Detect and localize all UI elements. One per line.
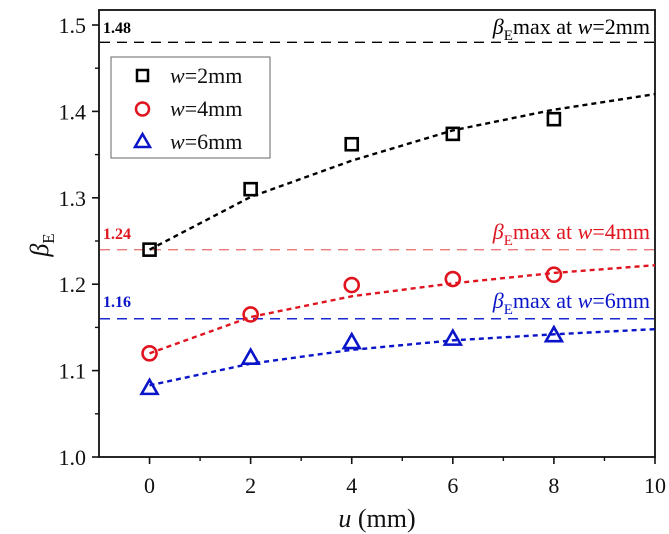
x-tick-label: 6 [447, 473, 458, 498]
y-tick-label: 1.0 [59, 445, 87, 470]
data-point-circle [444, 270, 462, 288]
data-point-triangle [442, 328, 464, 346]
y-tick-label: 1.4 [59, 99, 87, 124]
legend-label-w2: w=2mm [170, 63, 242, 88]
y-tick-label: 1.2 [59, 272, 87, 297]
data-point-square [344, 136, 360, 152]
data-point-triangle [139, 377, 160, 396]
data-point-circle [141, 345, 158, 362]
legend-label-w6: w=6mm [170, 129, 242, 154]
ref-annotation-4mm: βEmax at w=4mm [492, 219, 650, 249]
legend: w=2mm w=4mm w=6mm [110, 56, 271, 159]
y-tick-label: 1.1 [59, 359, 87, 384]
x-tick-label: 4 [346, 473, 357, 498]
ref-value-label-6mm: 1.16 [103, 294, 131, 311]
data-point-triangle [341, 331, 362, 350]
data-point-triangle [240, 347, 261, 365]
data-point-square [445, 126, 461, 142]
data-point-circle [545, 266, 563, 283]
x-tick-label: 2 [245, 473, 256, 498]
ref-annotation-6mm: βEmax at w=6mm [492, 288, 650, 318]
y-tick-label: 1.3 [59, 186, 87, 211]
fit-curve [149, 263, 656, 355]
ref-value-label-2mm: 1.48 [103, 20, 131, 37]
data-point-triangle [543, 324, 565, 343]
data-point-square [546, 111, 562, 127]
x-tick-label: 0 [144, 473, 155, 498]
y-axis-title: βE [25, 233, 58, 257]
legend-label-w4: w=4mm [170, 96, 242, 121]
fit-curve [148, 92, 656, 251]
data-point-circle [242, 306, 259, 323]
x-axis-title: u (mm) [338, 504, 415, 533]
fit-curve [149, 327, 656, 387]
legend-marker-square [135, 68, 150, 83]
data-point-square [243, 181, 258, 197]
legend-marker-circle [134, 101, 151, 117]
plot-frame [98, 9, 656, 458]
y-tick-label: 1.5 [59, 13, 87, 38]
legend-marker-triangle [132, 131, 153, 149]
ref-annotation-2mm: βEmax at w=2mm [492, 14, 650, 44]
x-tick-label: 8 [548, 473, 559, 498]
data-point-square [142, 242, 157, 257]
data-point-circle [343, 276, 361, 294]
ref-value-label-4mm: 1.24 [103, 226, 131, 243]
x-tick-label: 10 [644, 473, 666, 498]
